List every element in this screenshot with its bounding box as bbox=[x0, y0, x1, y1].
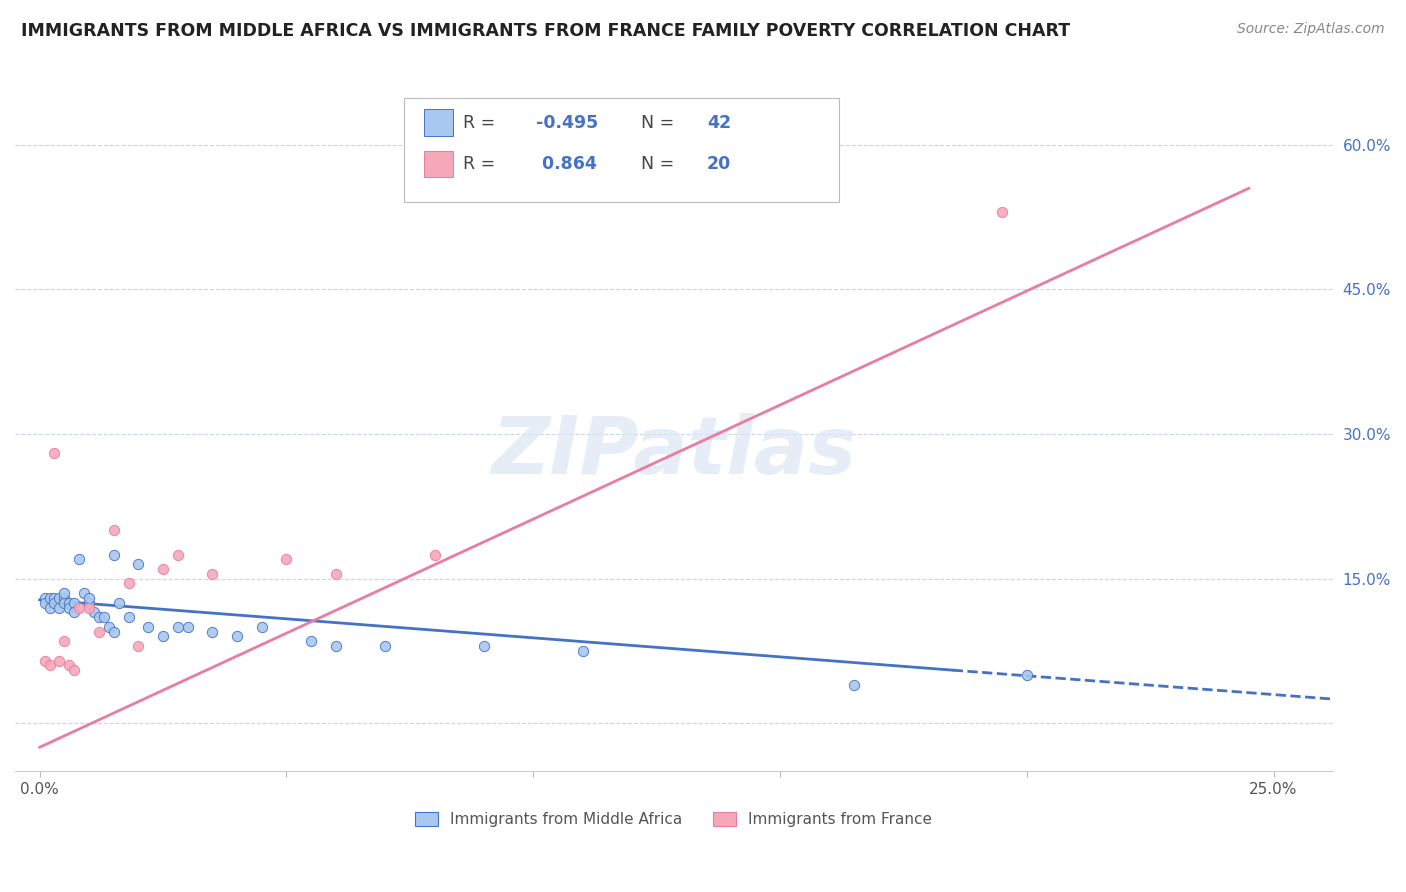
Point bbox=[325, 639, 347, 653]
Point bbox=[201, 624, 224, 639]
Text: N =: N = bbox=[641, 113, 679, 131]
Text: IMMIGRANTS FROM MIDDLE AFRICA VS IMMIGRANTS FROM FRANCE FAMILY POVERTY CORRELATI: IMMIGRANTS FROM MIDDLE AFRICA VS IMMIGRA… bbox=[21, 22, 1070, 40]
Point bbox=[152, 562, 174, 576]
Point bbox=[63, 663, 86, 677]
Text: 20: 20 bbox=[707, 155, 731, 173]
Point bbox=[63, 605, 86, 619]
Point bbox=[250, 620, 273, 634]
Point bbox=[77, 596, 100, 610]
Point bbox=[38, 600, 60, 615]
Point bbox=[34, 596, 56, 610]
Point bbox=[103, 548, 125, 562]
FancyBboxPatch shape bbox=[423, 151, 453, 178]
Point bbox=[34, 591, 56, 605]
Point bbox=[136, 620, 159, 634]
Point bbox=[53, 634, 76, 648]
Point bbox=[53, 586, 76, 600]
Legend: Immigrants from Middle Africa, Immigrants from France: Immigrants from Middle Africa, Immigrant… bbox=[409, 805, 939, 833]
Point bbox=[48, 591, 70, 605]
Point bbox=[177, 620, 200, 634]
Point bbox=[1015, 668, 1038, 682]
Text: 42: 42 bbox=[707, 113, 731, 131]
Point bbox=[842, 678, 865, 692]
Point bbox=[107, 596, 129, 610]
Text: Source: ZipAtlas.com: Source: ZipAtlas.com bbox=[1237, 22, 1385, 37]
Point bbox=[53, 591, 76, 605]
Point bbox=[571, 644, 593, 658]
Point bbox=[77, 591, 100, 605]
Point bbox=[58, 600, 80, 615]
FancyBboxPatch shape bbox=[404, 98, 838, 202]
Point bbox=[58, 658, 80, 673]
Point bbox=[48, 600, 70, 615]
Point bbox=[325, 566, 347, 581]
Point bbox=[103, 524, 125, 538]
Point bbox=[44, 591, 66, 605]
Point bbox=[53, 596, 76, 610]
Point bbox=[991, 205, 1014, 219]
Text: 0.864: 0.864 bbox=[536, 155, 596, 173]
Text: -0.495: -0.495 bbox=[536, 113, 598, 131]
Point bbox=[374, 639, 396, 653]
FancyBboxPatch shape bbox=[423, 110, 453, 136]
Point bbox=[276, 552, 298, 566]
Point bbox=[38, 658, 60, 673]
Point bbox=[73, 586, 96, 600]
Point bbox=[152, 629, 174, 643]
Point bbox=[67, 552, 90, 566]
Point bbox=[299, 634, 322, 648]
Point bbox=[77, 600, 100, 615]
Point bbox=[34, 653, 56, 667]
Point bbox=[472, 639, 495, 653]
Point bbox=[87, 610, 110, 624]
Text: N =: N = bbox=[641, 155, 679, 173]
Text: ZIPatlas: ZIPatlas bbox=[491, 413, 856, 491]
Point bbox=[117, 610, 139, 624]
Point bbox=[63, 596, 86, 610]
Point bbox=[127, 557, 149, 571]
Point bbox=[44, 596, 66, 610]
Point bbox=[44, 446, 66, 460]
Point bbox=[38, 591, 60, 605]
Text: R =: R = bbox=[463, 113, 501, 131]
Point bbox=[127, 639, 149, 653]
Text: R =: R = bbox=[463, 155, 501, 173]
Point bbox=[87, 624, 110, 639]
Point bbox=[117, 576, 139, 591]
Point bbox=[97, 620, 120, 634]
Point bbox=[58, 596, 80, 610]
Point bbox=[93, 610, 115, 624]
Point bbox=[167, 548, 190, 562]
Point bbox=[103, 624, 125, 639]
Point bbox=[67, 600, 90, 615]
Point bbox=[226, 629, 249, 643]
Point bbox=[201, 566, 224, 581]
Point bbox=[423, 548, 446, 562]
Point bbox=[167, 620, 190, 634]
Point bbox=[48, 653, 70, 667]
Point bbox=[83, 605, 105, 619]
